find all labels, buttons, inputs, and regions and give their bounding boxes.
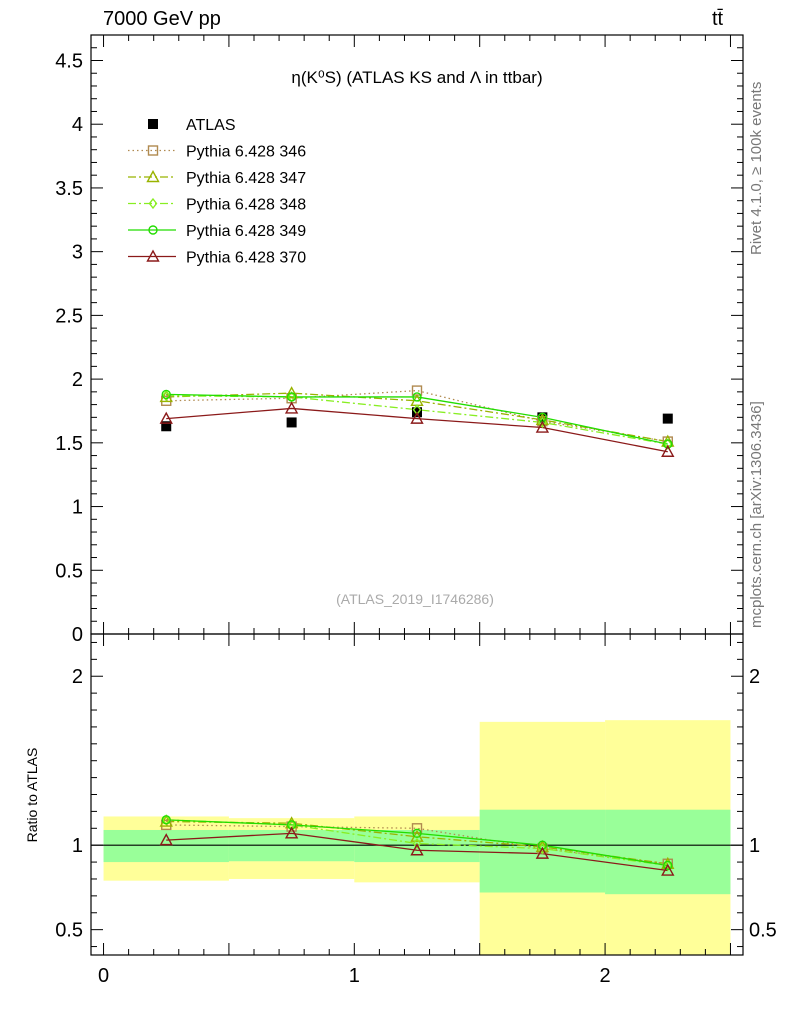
mc-point	[161, 390, 171, 402]
x-tick-label: 2	[600, 965, 611, 987]
uncertainty-band-inner	[605, 809, 731, 895]
y-tick-label: 4	[72, 114, 83, 136]
plot-frame	[90, 633, 744, 956]
y-tick-label: 4.5	[55, 50, 83, 72]
y-tick-label: 3.5	[55, 178, 83, 200]
mc-point	[159, 411, 173, 424]
mc-point	[284, 386, 299, 399]
data-point	[662, 413, 673, 424]
ratio-series-line	[166, 832, 668, 872]
y-tick-label: 1	[72, 497, 83, 519]
y-tick-label-right: 0.5	[749, 920, 777, 942]
legend-label: Pythia 6.428 347	[186, 170, 306, 187]
y-tick-label: 2	[72, 369, 83, 391]
ratio-point	[535, 839, 550, 853]
legend-marker	[146, 249, 160, 262]
legend-label: Pythia 6.428 349	[186, 223, 306, 240]
mc-point	[412, 392, 422, 402]
legend-marker	[146, 170, 160, 183]
series-line	[166, 393, 668, 445]
mc-point	[410, 411, 424, 424]
data-point	[161, 421, 172, 432]
process-label: tt̄	[712, 8, 724, 30]
ratio-point	[412, 828, 422, 839]
legend-marker	[148, 197, 158, 210]
legend-label: ATLAS	[186, 117, 236, 134]
data-point	[286, 417, 297, 428]
y-tick-label: 2.5	[55, 305, 83, 327]
y-tick-label: 0.5	[55, 920, 83, 942]
ratio-point	[411, 823, 423, 834]
series-line	[166, 407, 668, 453]
ratio-point	[159, 833, 173, 846]
ratio-point	[663, 860, 673, 871]
ratio-point	[412, 837, 422, 850]
legend-marker	[148, 119, 158, 129]
ratio-point	[284, 826, 299, 839]
ratio-y-axis-label: Ratio to ATLAS	[24, 748, 40, 843]
mc-point	[535, 420, 550, 433]
x-tick-label: 0	[98, 965, 109, 987]
ratio-point	[661, 863, 675, 876]
y-tick-label: 3	[72, 242, 83, 264]
mc-point	[535, 412, 550, 426]
mc-point	[161, 389, 171, 400]
legend-label: Pythia 6.428 348	[186, 197, 306, 214]
ratio-point	[535, 846, 550, 859]
mc-point	[284, 401, 299, 414]
y-tick-label: 1	[72, 835, 83, 857]
y-tick-label: 0	[72, 624, 83, 646]
ratio-point	[410, 843, 424, 856]
legend-marker	[147, 145, 159, 156]
y-tick-label-right: 1	[749, 835, 760, 857]
mc-point	[661, 444, 675, 457]
plot-title: η(K⁰S) (ATLAS KS and Λ in ttbar)	[291, 68, 542, 87]
y-tick-label-right: 2	[749, 666, 760, 688]
legend-label: Pythia 6.428 346	[186, 144, 306, 161]
x-tick-label: 1	[349, 965, 360, 987]
ratio-point	[161, 815, 171, 825]
y-tick-label: 1.5	[55, 433, 83, 455]
y-tick-label: 0.5	[55, 560, 83, 582]
mc-point	[663, 439, 673, 449]
legend-marker	[148, 225, 158, 235]
mc-point	[286, 392, 297, 402]
watermark-label: (ATLAS_2019_I1746286)	[336, 591, 494, 607]
legend-label: Pythia 6.428 370	[186, 250, 306, 267]
energy-label: 7000 GeV pp	[103, 8, 221, 30]
y-tick-label: 2	[72, 666, 83, 688]
ratio-point	[537, 842, 547, 855]
